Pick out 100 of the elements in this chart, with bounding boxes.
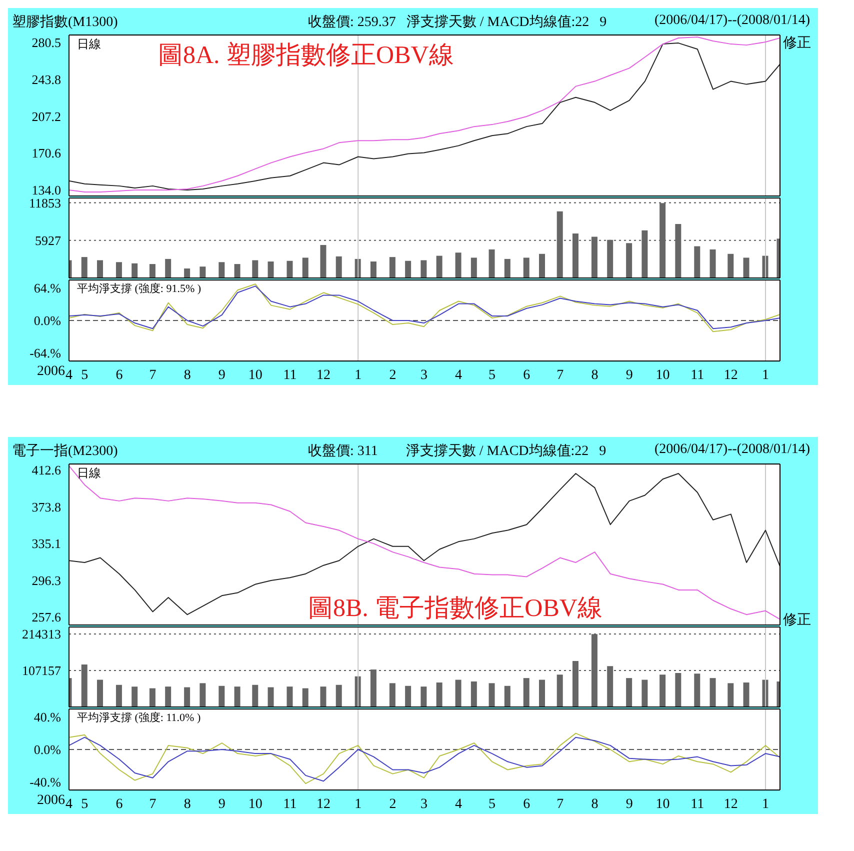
bar [420,686,427,707]
y-tick-label: 107157 [22,663,62,678]
bar [660,674,666,707]
y-tick-label: -64.% [30,346,62,361]
x-tick-label: 8 [184,796,191,812]
bar [539,680,545,707]
bar [728,254,734,278]
y-tick-label: 40.% [34,710,62,725]
bar [607,240,614,278]
bar [710,249,716,278]
bar [405,686,412,707]
bar [81,664,88,707]
y-tick-label: 64.% [34,280,62,296]
bar [184,687,190,707]
x-tick-label: 4 [455,368,462,383]
x-tick-label: 4 [66,796,72,812]
x-tick-label: 8 [591,796,598,812]
x-tick-label: 6 [523,796,530,812]
bar [234,686,240,707]
bar [572,661,578,707]
bar [268,261,274,278]
bar [81,257,88,278]
bar [405,260,412,278]
bar [389,257,396,278]
bar [218,262,225,278]
x-tick-label: 12 [316,368,330,383]
bar [675,224,682,278]
bar [539,254,545,278]
x-tick-label: 10 [656,796,670,812]
x-tick-label: 2 [389,796,396,812]
bar [523,258,530,278]
x-tick-label: 1 [354,796,362,812]
y-tick-label: 280.5 [32,35,61,50]
chart-title: 塑膠指數(M1300) [12,13,118,31]
x-tick-label: 4 [66,368,72,383]
bar [675,672,682,707]
x-axis-title: 2006 [36,364,65,380]
bar [184,268,190,278]
bar [488,683,495,707]
x-tick-label: 3 [420,796,428,812]
x-tick-label: 10 [248,796,262,812]
y-tick-label: 5927 [35,232,62,248]
x-tick-label: 7 [149,368,156,383]
x-tick-label: 12 [316,796,330,812]
x-tick-label: 6 [116,368,123,383]
x-tick-label: 4 [455,796,462,812]
bar [165,686,172,707]
y-tick-label: 257.6 [32,609,62,624]
bar [302,688,308,707]
x-tick-label: 11 [283,796,297,812]
bar [165,258,172,278]
bar [556,674,563,707]
y-tick-label: 335.1 [32,536,61,552]
y-tick-label: 296.3 [32,572,61,588]
x-tick-label: 5 [81,796,88,812]
bar [607,666,614,707]
bar [234,264,240,278]
y-tick-label: 170.6 [32,146,62,161]
chart-title: 電子一指(M2300) [12,442,118,460]
bar [200,266,206,278]
bar [97,260,103,278]
series-label: 修正 [783,35,811,52]
x-tick-label: 10 [248,368,262,383]
annotation: 圖8B. 電子指數修正OBV線 [308,594,602,624]
text: (2006/04/17)--(2008/01/14) [654,442,810,458]
bar [470,681,477,707]
x-tick-label: 1 [762,368,769,383]
bar [286,686,293,707]
bar [370,670,376,707]
bar [743,682,750,707]
bar [523,678,530,707]
bar [336,256,342,278]
bar [470,258,477,278]
bar [660,203,666,278]
bar [218,686,225,707]
y-tick-label: -40.% [30,774,62,790]
bar [336,684,342,707]
x-tick-label: 7 [149,796,156,812]
bar [455,252,462,278]
bar [320,244,326,278]
chart-subtitle: 收盤價: 259.37 淨支撐天數 / MACD均線值:22 9 [308,14,607,31]
bar [728,683,734,707]
bar [389,683,396,707]
y-tick-label: 214313 [22,626,61,642]
bar [132,263,138,278]
bar [252,684,258,707]
y-tick-label: 0.0% [34,742,62,758]
x-tick-label: 11 [690,796,704,812]
bar [694,246,700,278]
x-tick-label: 9 [218,368,226,383]
x-tick-label: 9 [626,796,633,812]
x-tick-label: 1 [762,796,769,812]
bar [116,684,122,707]
bar [436,256,442,278]
annotation: 日線 [77,36,101,53]
x-tick-label: 8 [184,368,191,383]
bar [436,682,442,707]
bar [97,680,103,707]
y-tick-label: 373.8 [32,499,61,514]
bar [455,680,462,707]
